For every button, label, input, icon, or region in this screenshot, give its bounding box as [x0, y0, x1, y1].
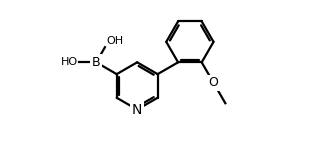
Text: N: N [132, 103, 142, 117]
Text: O: O [208, 76, 218, 89]
Text: B: B [92, 56, 101, 69]
Text: HO: HO [60, 57, 77, 67]
Text: OH: OH [106, 36, 123, 46]
